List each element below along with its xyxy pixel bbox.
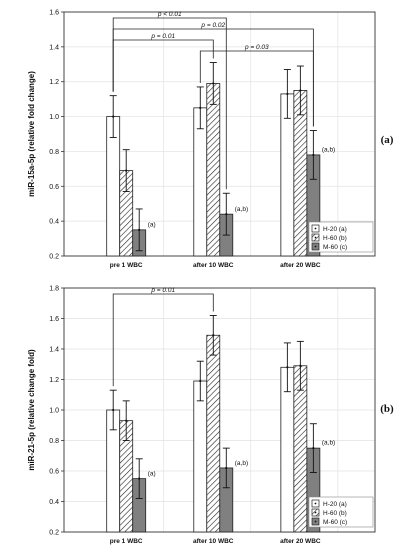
y-tick-label: 0.8 — [49, 438, 59, 445]
legend-label: M-60 (c) — [323, 519, 347, 526]
panel-label: (b) — [380, 403, 394, 415]
x-tick-label: after 10 WBC — [193, 538, 234, 545]
significance-bracket — [112, 39, 214, 92]
y-tick-label: 1.0 — [49, 408, 59, 415]
legend-label: H-60 (b) — [323, 510, 347, 517]
legend-marker — [314, 227, 317, 230]
significance-label: (a,b) — [322, 439, 335, 446]
mean-marker — [212, 82, 215, 85]
legend-marker — [314, 502, 317, 505]
y-tick-label: 0.6 — [49, 184, 59, 191]
p-value-label: p = 0.01 — [150, 287, 175, 294]
mean-marker — [212, 334, 215, 337]
chart-panel-a: 0.2 0.4 0.6 0.8 1.0 1.2 1.4 1.6 (a) (a,b) (a,b) p <… — [27, 10, 394, 270]
bar-H-20 (a) — [193, 380, 208, 533]
y-tick-label: 1.8 — [49, 286, 59, 293]
significance-label: (a,b) — [235, 460, 248, 467]
mean-marker — [312, 447, 315, 450]
significance-label: (a) — [148, 471, 156, 478]
y-tick-label: 1.0 — [49, 114, 59, 121]
mean-marker — [225, 213, 228, 216]
mean-marker — [312, 153, 315, 157]
significance-bracket — [199, 50, 314, 127]
legend-marker — [314, 511, 317, 514]
mean-marker — [286, 92, 289, 96]
mean-marker — [138, 228, 141, 231]
significance-label: (a) — [148, 222, 156, 229]
y-tick-label: 0.4 — [49, 499, 59, 506]
legend-marker — [314, 236, 317, 239]
mean-marker — [299, 89, 302, 92]
legend-label: H-60 (b) — [323, 235, 347, 242]
y-tick-label: 1.6 — [49, 316, 59, 323]
mean-marker — [125, 169, 128, 172]
chart-panel-b: 0.2 0.4 0.6 0.8 1.0 1.2 1.4 1.6 1.8 (a) (a,b) (a,b)… — [27, 286, 394, 546]
panel-label: (a) — [381, 134, 394, 146]
x-tick-label: after 10 WBC — [193, 262, 234, 269]
y-tick-label: 0.4 — [49, 219, 59, 226]
bar-H-60 (b) — [293, 365, 308, 533]
significance-bracket — [112, 293, 214, 387]
mean-marker — [125, 419, 128, 422]
y-tick-label: 0.8 — [49, 149, 59, 156]
y-tick-label: 0.2 — [49, 530, 59, 537]
y-tick-label: 0.6 — [49, 469, 59, 476]
p-value-label: p = 0.01 — [150, 33, 175, 40]
bar-H-60 (b) — [206, 83, 221, 257]
legend-marker — [314, 245, 317, 248]
y-axis-label: miR-15a-5p (relative fold change) — [27, 71, 36, 197]
legend-box — [308, 496, 374, 528]
mean-marker — [138, 477, 141, 480]
x-tick-label: after 20 WBC — [280, 262, 321, 269]
significance-label: (a,b) — [235, 206, 248, 213]
mean-marker — [112, 115, 115, 118]
legend-box — [308, 221, 374, 253]
mean-marker — [199, 106, 202, 109]
y-tick-label: 1.2 — [49, 377, 59, 384]
mean-marker — [112, 408, 115, 412]
x-tick-label: after 20 WBC — [280, 538, 321, 545]
y-tick-label: 1.6 — [49, 10, 59, 17]
bar-H-20 (a) — [193, 107, 208, 257]
legend-label: M-60 (c) — [323, 244, 347, 251]
p-value-label: p < 0.01 — [157, 11, 182, 18]
y-axis-label: miR-21-5p (relative change fold) — [27, 349, 36, 471]
mean-marker — [199, 379, 202, 383]
x-tick-label: pre 1 WBC — [110, 262, 143, 269]
mean-marker — [286, 366, 289, 369]
p-value-label: p = 0.02 — [200, 22, 225, 29]
y-tick-label: 0.2 — [49, 254, 59, 261]
legend-label: H-20 (a) — [323, 501, 347, 508]
y-tick-label: 1.4 — [49, 44, 59, 51]
bar-H-60 (b) — [206, 334, 221, 533]
mean-marker — [299, 364, 302, 367]
y-tick-label: 1.4 — [49, 347, 59, 354]
p-value-label: p = 0.03 — [244, 44, 269, 51]
x-tick-label: pre 1 WBC — [110, 538, 143, 545]
mean-marker — [225, 466, 228, 470]
legend-marker — [314, 520, 317, 523]
y-tick-label: 1.2 — [49, 79, 59, 86]
significance-label: (a,b) — [322, 146, 335, 153]
legend-label: H-20 (a) — [323, 226, 347, 233]
